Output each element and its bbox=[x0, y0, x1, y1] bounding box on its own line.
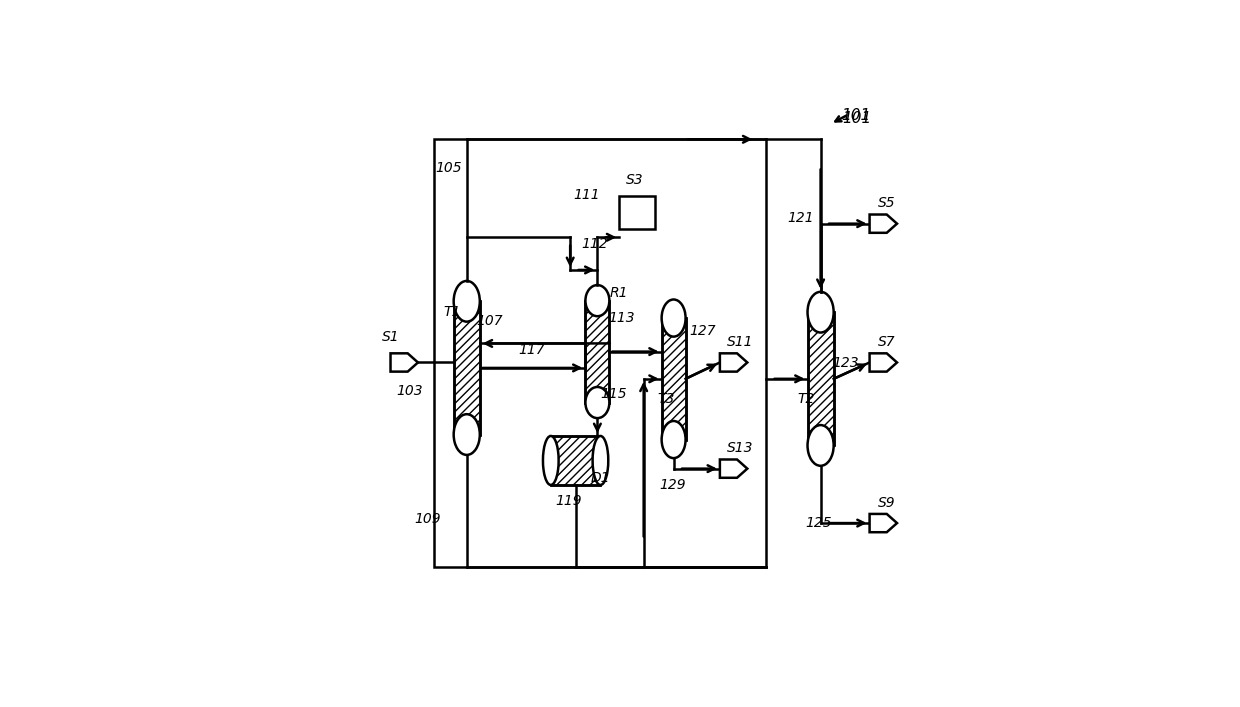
Text: 123: 123 bbox=[832, 356, 859, 370]
Text: 121: 121 bbox=[787, 211, 813, 225]
Bar bbox=[454, 301, 480, 435]
Ellipse shape bbox=[662, 421, 686, 458]
Ellipse shape bbox=[585, 285, 609, 316]
Text: 115: 115 bbox=[600, 387, 626, 401]
Text: 125: 125 bbox=[805, 516, 832, 530]
Bar bbox=[662, 318, 686, 440]
Bar bbox=[807, 312, 833, 445]
Bar bbox=[585, 300, 609, 402]
Ellipse shape bbox=[585, 387, 609, 418]
Polygon shape bbox=[720, 354, 748, 372]
Bar bbox=[619, 197, 655, 229]
Text: 103: 103 bbox=[396, 384, 423, 398]
Ellipse shape bbox=[454, 281, 480, 322]
Text: 113: 113 bbox=[609, 310, 635, 325]
Polygon shape bbox=[391, 354, 418, 372]
Polygon shape bbox=[869, 354, 897, 372]
Text: S11: S11 bbox=[727, 335, 754, 349]
Ellipse shape bbox=[662, 300, 686, 337]
Text: 127: 127 bbox=[689, 325, 715, 338]
Text: S1: S1 bbox=[382, 329, 401, 344]
Text: 129: 129 bbox=[658, 478, 686, 492]
Text: R1: R1 bbox=[609, 286, 627, 300]
Ellipse shape bbox=[593, 436, 609, 485]
Text: 112: 112 bbox=[582, 237, 608, 251]
Text: S3: S3 bbox=[626, 173, 644, 187]
Text: 119: 119 bbox=[556, 494, 582, 508]
Bar bbox=[434, 139, 766, 566]
Polygon shape bbox=[720, 460, 748, 478]
Text: T2: T2 bbox=[797, 392, 815, 407]
Ellipse shape bbox=[454, 414, 480, 455]
Ellipse shape bbox=[807, 425, 833, 466]
Text: 117: 117 bbox=[518, 344, 546, 357]
Bar bbox=[551, 436, 600, 485]
Text: D1: D1 bbox=[591, 472, 610, 485]
Text: 105: 105 bbox=[435, 161, 461, 175]
Text: S13: S13 bbox=[727, 441, 754, 455]
Ellipse shape bbox=[807, 292, 833, 332]
Text: T3: T3 bbox=[657, 392, 675, 407]
Text: T1: T1 bbox=[444, 305, 461, 319]
Polygon shape bbox=[869, 514, 897, 532]
Ellipse shape bbox=[543, 436, 559, 485]
Text: 107: 107 bbox=[476, 315, 503, 329]
Text: S7: S7 bbox=[878, 335, 895, 349]
Text: 109: 109 bbox=[414, 512, 440, 526]
Text: S9: S9 bbox=[878, 496, 895, 510]
Text: 101: 101 bbox=[842, 111, 872, 126]
Text: 101: 101 bbox=[841, 108, 870, 123]
Text: S5: S5 bbox=[878, 197, 895, 210]
Polygon shape bbox=[869, 214, 897, 233]
Text: 111: 111 bbox=[573, 188, 599, 202]
